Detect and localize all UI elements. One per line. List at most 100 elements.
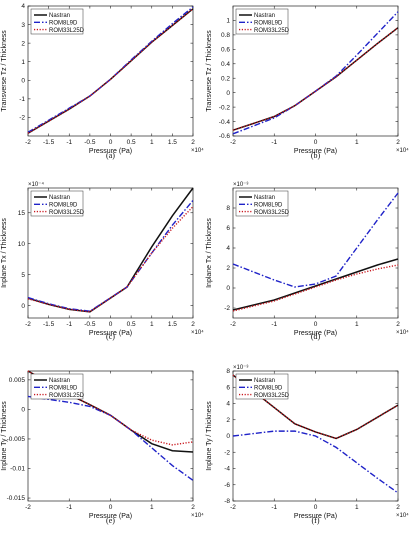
legend-entry: ROM33L25D: [49, 393, 85, 399]
series-line-rom33l25d: [232, 374, 399, 440]
y-tick-label: 6: [226, 225, 230, 232]
legend-entry: ROM33L25D: [49, 28, 85, 34]
x-axis-multiplier: ×10⁴: [396, 329, 409, 336]
x-tick-label: -1: [66, 504, 72, 511]
x-tick-label: -2: [230, 504, 236, 511]
panel-caption: (f): [312, 516, 320, 525]
y-tick-label: 0: [226, 285, 230, 292]
y-tick-label: 3: [21, 22, 25, 29]
y-tick-label: 0.005: [9, 377, 26, 384]
y-tick-label: 0: [21, 303, 25, 310]
x-tick-label: 1: [150, 139, 154, 146]
legend-entry: ROM33L25D: [254, 28, 290, 34]
x-tick-label: -1.5: [43, 321, 55, 328]
y-tick-label: 1: [21, 59, 25, 66]
y-tick-label: -0.015: [7, 495, 26, 502]
x-axis-label: Pressure (Pa): [89, 330, 132, 337]
panel-caption: (d): [311, 332, 321, 341]
x-tick-label: -2: [25, 139, 31, 146]
y-tick-label: 0.6: [221, 47, 230, 54]
x-axis-multiplier: ×10⁴: [191, 147, 204, 154]
y-axis-label: Inplane Tx / Thickness: [1, 218, 8, 288]
y-axis-label: Inplane Ty / Thickness: [1, 401, 8, 471]
x-tick-label: 2: [191, 321, 195, 328]
x-tick-label: 0.5: [127, 321, 136, 328]
y-axis-label: Transverse Tz / Thickness: [206, 30, 213, 112]
x-tick-label: -1: [66, 139, 72, 146]
y-tick-label: -6: [224, 482, 230, 489]
x-axis-label: Pressure (Pa): [294, 513, 337, 520]
y-axis-label: Inplane Tx / Thickness: [206, 218, 213, 288]
x-tick-label: 1: [355, 321, 359, 328]
x-tick-label: 1.5: [168, 139, 177, 146]
y-tick-label: 5: [21, 272, 25, 279]
y-tick-label: 2: [21, 40, 25, 47]
y-tick-label: -0.2: [219, 104, 231, 111]
y-tick-label: -2: [224, 449, 230, 456]
y-tick-label: -0.4: [219, 119, 231, 126]
y-tick-label: 2: [226, 265, 230, 272]
x-tick-label: 1: [150, 321, 154, 328]
x-tick-label: 1: [150, 504, 154, 511]
y-tick-label: 1: [226, 18, 230, 25]
x-tick-label: 0: [314, 504, 318, 511]
x-tick-label: -1: [271, 504, 277, 511]
panel-caption: (e): [106, 516, 115, 525]
y-tick-label: 8: [226, 368, 230, 375]
legend-entry: ROM33L25D: [254, 393, 290, 399]
legend-entry: Nastran: [254, 378, 275, 384]
x-tick-label: 2: [396, 139, 400, 146]
x-tick-label: -0.5: [84, 321, 96, 328]
x-tick-label: 1.5: [168, 321, 177, 328]
legend-entry: Nastran: [254, 195, 275, 201]
chart-panel-d: -2 -1 0 1 2 -2 0 2 4 6 8 ×10⁴ ×10⁻³ Pressure (Pa) Inpl…: [206, 182, 409, 341]
series-line-rom8l9d: [27, 395, 194, 481]
legend-entry: ROM33L25D: [254, 210, 290, 216]
panel-caption: (b): [311, 151, 321, 160]
x-tick-label: -2: [25, 504, 31, 511]
legend-entry: Nastran: [49, 13, 70, 19]
x-axis-multiplier: ×10⁴: [191, 329, 204, 336]
chart-panel-a: -2 -1.5 -1 -0.5 0 0.5 1 1.5 2 -2 -1 0 1 2 3 4 ×10⁴ Pressu…: [1, 3, 204, 160]
x-tick-label: -1: [271, 139, 277, 146]
y-tick-label: 4: [21, 3, 25, 10]
legend-entry: ROM8L9D: [49, 203, 78, 209]
y-tick-label: 0: [226, 90, 230, 97]
series-line-nastran: [232, 258, 399, 311]
legend-box: [30, 373, 84, 400]
series-line-rom33l25d: [27, 8, 194, 134]
x-tick-label: -2: [230, 139, 236, 146]
x-tick-label: 2: [191, 139, 195, 146]
x-tick-label: 2: [191, 504, 195, 511]
x-tick-label: 0: [109, 321, 113, 328]
x-tick-label: -1.5: [43, 139, 55, 146]
series-line-rom8l9d: [232, 430, 399, 494]
panel-caption: (c): [106, 332, 115, 341]
y-tick-label: 15: [18, 210, 26, 217]
x-axis-multiplier: ×10⁴: [191, 512, 204, 519]
y-tick-label: -2: [19, 115, 25, 122]
y-tick-label: 4: [226, 245, 230, 252]
series-line-rom33l25d: [27, 206, 194, 313]
y-tick-label: 0: [21, 77, 25, 84]
x-tick-label: 2: [396, 321, 400, 328]
x-axis-label: Pressure (Pa): [294, 330, 337, 337]
x-axis-label: Pressure (Pa): [89, 513, 132, 520]
legend-entry: ROM8L9D: [49, 386, 78, 392]
series-line-rom33l25d: [232, 27, 399, 131]
y-tick-label: 4: [226, 401, 230, 408]
chart-panel-b: -2 -1 0 1 2 -0.6 -0.4 -0.2 0 0.2 0.4 0.6 0.8 1 ×10⁴ Pre…: [206, 5, 409, 160]
y-tick-label: 0: [21, 407, 25, 414]
y-tick-label: 2: [226, 417, 230, 424]
legend-entry: ROM8L9D: [49, 21, 78, 27]
y-tick-label: -0.6: [219, 133, 231, 140]
y-tick-label: -1: [19, 96, 25, 103]
legend-entry: ROM8L9D: [254, 386, 283, 392]
legend-entry: ROM8L9D: [254, 21, 283, 27]
